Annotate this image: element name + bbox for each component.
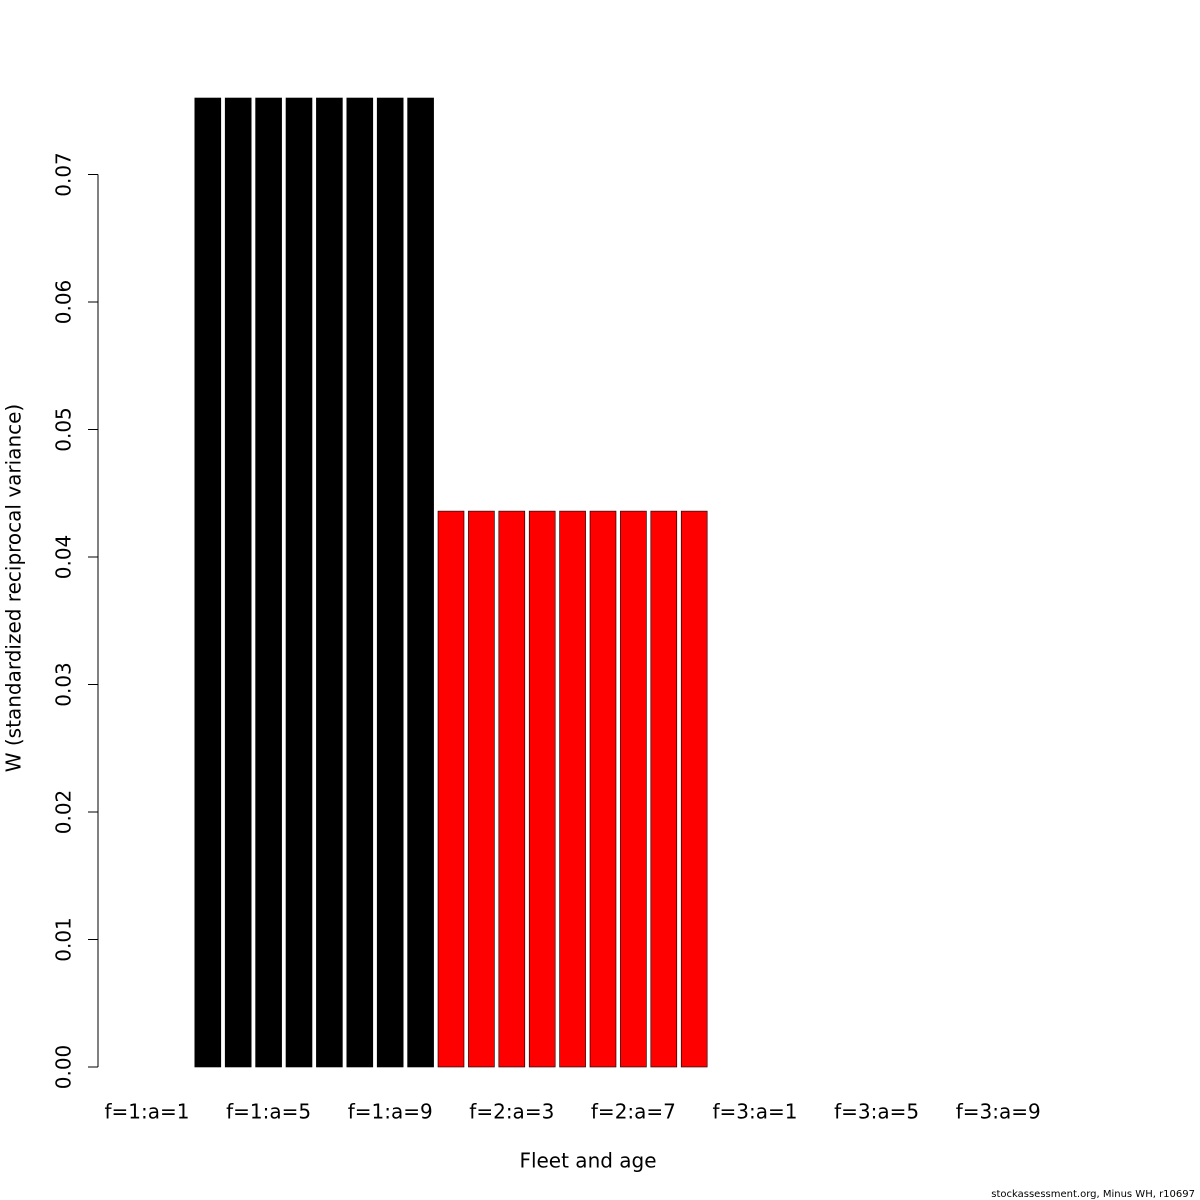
x-tick-label: f=3:a=5: [834, 1100, 919, 1124]
x-tick-label: f=1:a=5: [226, 1100, 311, 1124]
x-tick-label: f=3:a=9: [956, 1100, 1041, 1124]
y-tick-label: 0.02: [52, 790, 76, 835]
y-tick-label: 0.03: [52, 662, 76, 707]
bar: [194, 97, 222, 1068]
bar: [498, 510, 526, 1068]
x-tick-label: f=2:a=3: [469, 1100, 554, 1124]
y-tick-label: 0.05: [52, 407, 76, 452]
bar: [407, 97, 434, 1068]
bar: [650, 510, 678, 1068]
bar: [468, 510, 495, 1068]
y-tick-label: 0.06: [52, 280, 76, 325]
y-axis-label: W (standardized reciprocal variance): [2, 404, 26, 773]
y-tick-label: 0.00: [52, 1045, 76, 1090]
bar: [285, 97, 313, 1068]
bar: [316, 97, 343, 1068]
x-axis-label: Fleet and age: [519, 1149, 656, 1173]
bar: [437, 510, 465, 1068]
bar: [224, 97, 252, 1068]
bar: [255, 97, 282, 1068]
y-tick-label: 0.07: [52, 152, 76, 197]
bar: [620, 510, 647, 1068]
bar: [589, 510, 617, 1068]
x-tick-label: f=2:a=7: [591, 1100, 676, 1124]
x-tick-label: f=1:a=1: [105, 1100, 190, 1124]
bar: [559, 510, 586, 1068]
bar: [528, 510, 556, 1068]
bar: [680, 510, 708, 1068]
bar: [346, 97, 374, 1068]
footnote: stockassessment.org, Minus WH, r10697: [991, 1189, 1195, 1200]
y-tick-label: 0.01: [52, 917, 76, 962]
x-tick-label: f=3:a=1: [713, 1100, 798, 1124]
y-tick-label: 0.04: [52, 535, 76, 580]
bar: [376, 97, 404, 1068]
x-tick-label: f=1:a=9: [348, 1100, 433, 1124]
